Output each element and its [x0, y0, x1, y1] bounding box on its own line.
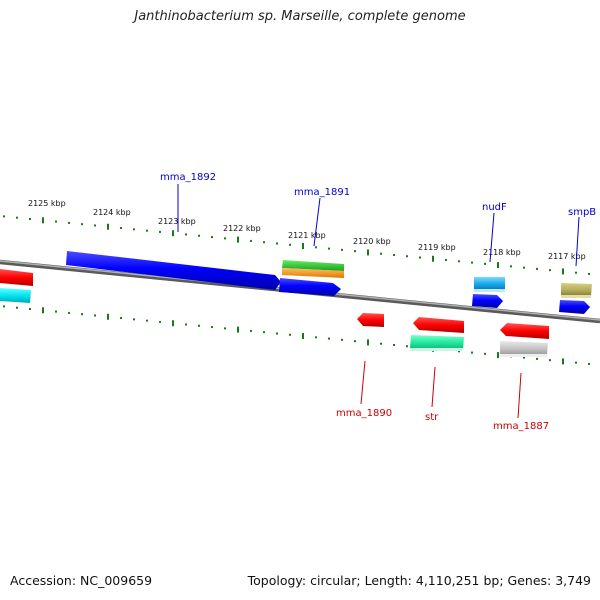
gene-mma-1887[interactable]: [500, 323, 549, 339]
reverse-genes: [357, 313, 549, 357]
label-mma-1892: mma_1892: [160, 172, 216, 183]
gene-nudf[interactable]: [472, 294, 503, 308]
forward-genes: [0, 251, 592, 314]
scale-label-2118: 2118 kbp: [483, 248, 521, 257]
label-smpb: smpB: [568, 207, 596, 218]
gene-orange[interactable]: [282, 268, 344, 278]
scale-label-2122: 2122 kbp: [223, 224, 261, 233]
label-mma-1891: mma_1891: [294, 187, 350, 198]
gene-green[interactable]: [282, 260, 344, 271]
gene-smpb-olive[interactable]: [561, 283, 592, 296]
gene-str-mint[interactable]: [410, 335, 464, 350]
label-mma-1887: mma_1887: [493, 421, 549, 432]
gene-smpb-olive-shadow: [561, 295, 591, 298]
scale-label-2124: 2124 kbp: [93, 208, 131, 217]
label-nudf: nudF: [482, 202, 507, 213]
gene-str-mint-shadow: [410, 348, 463, 351]
gene-smpb[interactable]: [559, 300, 590, 314]
label-mma-1890: mma_1890: [336, 408, 392, 419]
gene-left-cyan[interactable]: [0, 288, 31, 303]
gene-nudf-upper[interactable]: [474, 277, 505, 289]
gene-nudf-shadow: [474, 289, 505, 292]
scale-label-2120: 2120 kbp: [353, 237, 391, 246]
scale-label-2119: 2119 kbp: [418, 243, 456, 252]
gene-labels: mma_1892 mma_1891 nudF smpB mma_1890 str…: [160, 172, 596, 432]
scale-label-2125: 2125 kbp: [28, 199, 66, 208]
gene-left-red[interactable]: [0, 269, 33, 286]
scale-label-2117: 2117 kbp: [548, 252, 586, 261]
gene-str[interactable]: [413, 317, 464, 333]
label-str: str: [425, 412, 439, 423]
scale-labels: 2125 kbp 2124 kbp 2123 kbp 2122 kbp 2121…: [28, 199, 586, 261]
label-leaders: [177, 184, 580, 419]
scale-label-2123: 2123 kbp: [158, 217, 196, 226]
genome-title: Janthinobacterium sp. Marseille, complet…: [134, 9, 466, 24]
gene-gray-shadow: [500, 354, 547, 357]
gene-mma-1892[interactable]: [66, 251, 281, 290]
gene-mma-1890[interactable]: [357, 313, 384, 327]
scale-label-2121: 2121 kbp: [288, 231, 326, 240]
gene-gray[interactable]: [500, 341, 548, 355]
gene-mma-1891[interactable]: [279, 278, 341, 296]
genome-summary-text: Topology: circular; Length: 4,110,251 bp…: [247, 573, 591, 588]
accession-text: Accession: NC_009659: [10, 573, 153, 588]
